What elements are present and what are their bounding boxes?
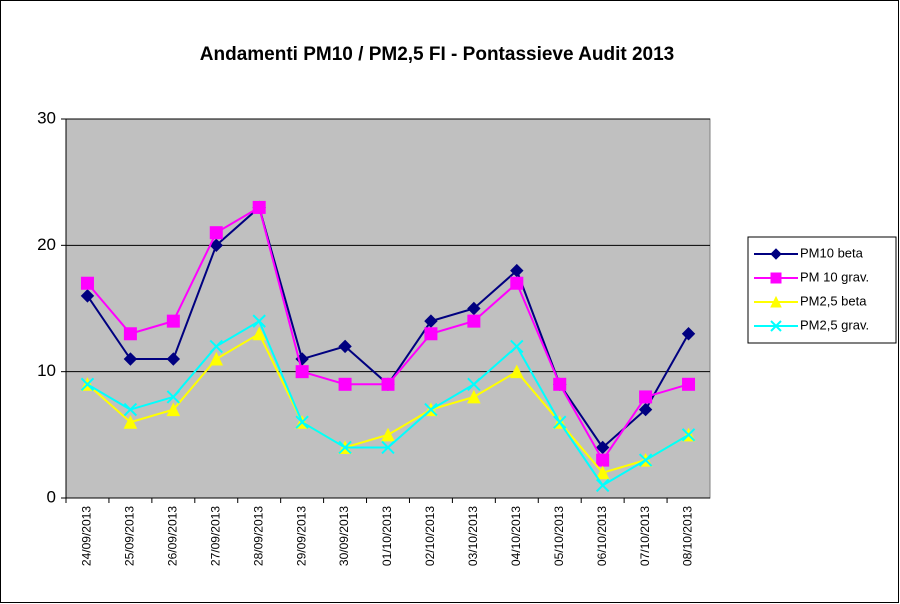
marker <box>166 390 181 404</box>
marker <box>209 339 223 354</box>
marker <box>338 339 352 354</box>
marker <box>510 276 524 290</box>
x-tick-label: 28/09/2013 <box>251 506 265 566</box>
marker <box>252 200 266 214</box>
x-tick-label: 05/10/2013 <box>552 506 566 566</box>
marker <box>681 327 696 341</box>
marker <box>770 295 782 308</box>
y-tick-label: 20 <box>37 235 56 254</box>
marker <box>295 365 309 379</box>
marker <box>424 327 438 341</box>
marker <box>123 327 137 341</box>
marker <box>209 226 223 240</box>
x-tick-label: 02/10/2013 <box>423 506 437 566</box>
marker <box>595 478 610 493</box>
marker <box>381 427 395 442</box>
y-tick-label: 10 <box>37 361 56 380</box>
marker <box>509 364 524 379</box>
x-tick-label: 26/09/2013 <box>166 506 180 566</box>
marker <box>467 389 481 404</box>
marker <box>80 289 95 303</box>
marker <box>80 377 95 392</box>
marker <box>595 440 610 455</box>
x-tick-label: 24/09/2013 <box>80 506 94 566</box>
marker <box>123 402 138 417</box>
marker <box>770 320 782 332</box>
marker <box>770 272 782 284</box>
legend-label: PM10 beta <box>800 245 864 260</box>
marker <box>166 402 181 417</box>
marker <box>510 263 524 278</box>
marker <box>770 248 782 260</box>
marker <box>596 453 610 467</box>
marker <box>424 314 438 328</box>
y-tick-label: 0 <box>47 487 56 506</box>
x-tick-label: 29/09/2013 <box>294 506 308 566</box>
chart-title: Andamenti PM10 / PM2,5 FI - Pontassieve … <box>200 44 674 65</box>
marker <box>682 377 696 391</box>
legend-label: PM2,5 grav. <box>800 317 869 332</box>
marker <box>381 440 395 455</box>
marker <box>553 415 567 429</box>
y-tick-label: 30 <box>37 108 56 127</box>
legend-label: PM 10 grav. <box>800 269 869 284</box>
marker <box>510 339 524 354</box>
marker <box>638 402 653 417</box>
marker <box>595 465 610 480</box>
marker <box>80 276 94 290</box>
x-tick-label: 30/09/2013 <box>337 506 351 566</box>
x-tick-label: 01/10/2013 <box>380 506 394 566</box>
x-tick-label: 06/10/2013 <box>595 506 609 566</box>
marker <box>209 351 224 366</box>
marker <box>553 377 567 391</box>
legend-label: PM2,5 beta <box>800 293 867 308</box>
marker <box>639 390 653 404</box>
marker <box>123 352 138 366</box>
x-tick-label: 08/10/2013 <box>681 506 695 566</box>
marker <box>166 314 180 328</box>
marker <box>424 402 438 417</box>
marker <box>467 314 481 328</box>
marker <box>338 377 352 391</box>
marker <box>252 326 267 341</box>
marker <box>295 415 309 429</box>
marker <box>681 428 696 442</box>
x-tick-label: 03/10/2013 <box>466 506 480 566</box>
x-tick-label: 04/10/2013 <box>509 506 523 566</box>
marker <box>338 440 352 455</box>
x-tick-label: 07/10/2013 <box>638 506 652 566</box>
x-tick-label: 25/09/2013 <box>123 506 137 566</box>
marker <box>467 377 481 392</box>
marker <box>467 301 481 316</box>
marker <box>381 377 395 391</box>
marker <box>252 314 266 328</box>
marker <box>166 352 181 366</box>
x-tick-label: 27/09/2013 <box>208 506 222 566</box>
marker <box>638 453 653 467</box>
marker <box>123 415 138 429</box>
marker <box>209 238 223 253</box>
